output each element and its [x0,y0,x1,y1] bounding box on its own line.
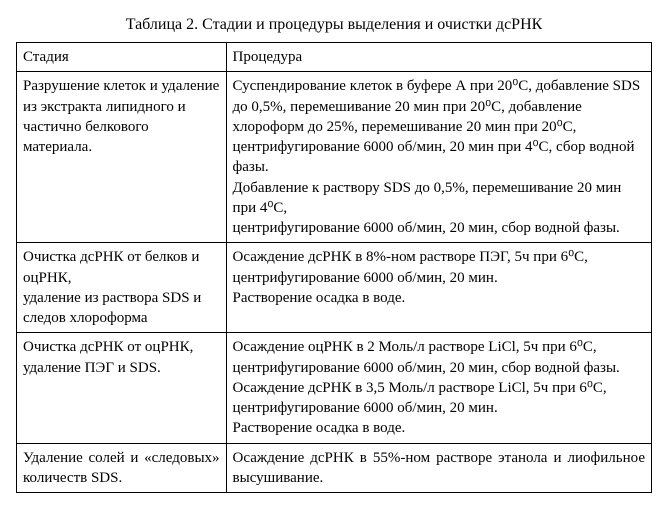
procedure-table: Стадия Процедура Разрушение клеток и уда… [16,42,652,493]
col-stage-header: Стадия [17,43,227,72]
stage-cell: Очистка дсРНК от оцРНК, удаление ПЭГ и S… [17,333,227,443]
stage-cell: Разрушение клеток и удаление из экстракт… [17,72,227,243]
stage-cell: Очистка дсРНК от белков и оцРНК,удаление… [17,243,227,333]
procedure-cell: Осаждение оцРНК в 2 Моль/л растворе LiCl… [226,333,651,443]
stage-cell: Удаление солей и «следовых» количеств SD… [17,443,227,493]
table-row: Очистка дсРНК от белков и оцРНК,удаление… [17,243,652,333]
table-caption: Таблица 2. Стадии и процедуры выделения … [16,16,652,34]
table-row: Очистка дсРНК от оцРНК, удаление ПЭГ и S… [17,333,652,443]
procedure-cell: Осаждение дсРНК в 8%-ном растворе ПЭГ, 5… [226,243,651,333]
table-row: Разрушение клеток и удаление из экстракт… [17,72,652,243]
procedure-cell: Осаждение дсРНК в 55%-ном растворе этано… [226,443,651,493]
procedure-cell: Суспендирование клеток в буфере А при 20… [226,72,651,243]
table-header-row: Стадия Процедура [17,43,652,72]
table-row: Удаление солей и «следовых» количеств SD… [17,443,652,493]
col-procedure-header: Процедура [226,43,651,72]
